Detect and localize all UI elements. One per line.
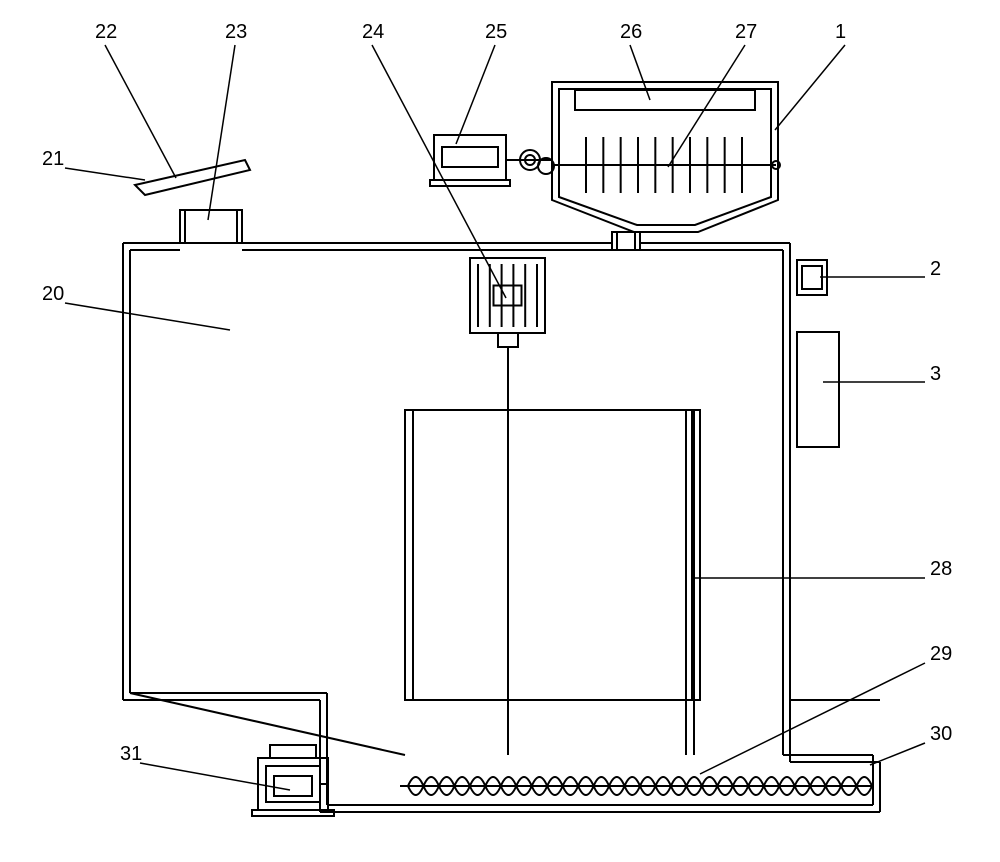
leader-l21 xyxy=(65,168,145,180)
schematic-drawing: 22 23 24 25 26 27 1 21 2 20 3 28 29 30 31 xyxy=(0,0,1000,862)
leader-l31 xyxy=(140,763,290,790)
label-l22: 22 xyxy=(95,21,117,43)
label-l30: 30 xyxy=(930,723,952,745)
leader-l29 xyxy=(700,663,925,774)
label-l23: 23 xyxy=(225,21,247,43)
leader-l26 xyxy=(630,45,650,100)
label-l27: 27 xyxy=(735,21,757,43)
leader-l20 xyxy=(65,303,230,330)
leader-l22 xyxy=(105,45,176,178)
leader-l23 xyxy=(208,45,235,220)
leader-l25 xyxy=(456,45,495,144)
label-l21: 21 xyxy=(42,148,64,170)
label-l26: 26 xyxy=(620,21,642,43)
leader-l30 xyxy=(870,743,925,765)
leader-l1 xyxy=(775,45,845,130)
label-l25: 25 xyxy=(485,21,507,43)
label-l24: 24 xyxy=(362,21,384,43)
label-l29: 29 xyxy=(930,643,952,665)
label-l1: 1 xyxy=(835,21,846,43)
label-l31: 31 xyxy=(120,743,142,765)
label-l3: 3 xyxy=(930,363,941,385)
label-l20: 20 xyxy=(42,283,64,305)
label-l28: 28 xyxy=(930,558,952,580)
label-l2: 2 xyxy=(930,258,941,280)
leader-l24 xyxy=(372,45,506,298)
